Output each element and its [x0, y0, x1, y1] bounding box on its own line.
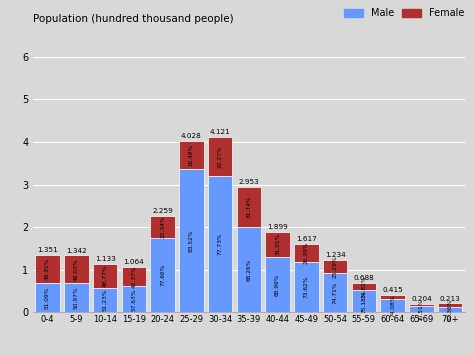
Bar — [93, 288, 117, 312]
Text: 26.39%: 26.39% — [304, 241, 309, 264]
Bar — [381, 295, 405, 299]
Text: 68.99%: 68.99% — [275, 273, 280, 296]
Text: 68.26%: 68.26% — [246, 258, 251, 281]
Text: 70.51%: 70.51% — [419, 298, 424, 321]
Text: 31.01%: 31.01% — [275, 233, 280, 255]
Bar — [409, 304, 434, 306]
Text: 51.09%: 51.09% — [45, 286, 50, 309]
Bar — [179, 169, 203, 312]
Text: 22.34%: 22.34% — [160, 215, 165, 238]
Text: 4.028: 4.028 — [181, 133, 202, 139]
Bar — [294, 262, 319, 312]
Text: 77.73%: 77.73% — [218, 233, 223, 256]
Bar — [294, 244, 319, 262]
Text: 73.62%: 73.62% — [304, 276, 309, 298]
Legend: Male, Female: Male, Female — [344, 9, 465, 18]
Bar — [352, 290, 376, 312]
Text: 0.213: 0.213 — [440, 296, 461, 302]
Bar — [438, 303, 462, 307]
Text: 48.91%: 48.91% — [45, 258, 50, 280]
Bar — [93, 264, 117, 288]
Text: 83.52%: 83.52% — [189, 229, 194, 252]
Bar — [208, 176, 232, 312]
Bar — [150, 237, 175, 312]
Bar — [208, 137, 232, 176]
Text: 62.36%: 62.36% — [447, 299, 453, 321]
Text: 25.29%: 25.29% — [333, 255, 337, 278]
Text: Population (hundred thousand people): Population (hundred thousand people) — [33, 14, 234, 24]
Bar — [237, 187, 261, 226]
Bar — [179, 141, 203, 169]
Text: 1.133: 1.133 — [95, 256, 116, 262]
Bar — [64, 255, 89, 283]
Bar — [36, 255, 60, 283]
Text: 74.71%: 74.71% — [333, 282, 337, 304]
Text: 48.77%: 48.77% — [102, 264, 108, 287]
Bar — [150, 216, 175, 237]
Text: 4.121: 4.121 — [210, 129, 230, 135]
Bar — [323, 273, 347, 312]
Bar — [265, 231, 290, 257]
Text: 31.74%: 31.74% — [246, 195, 251, 218]
Text: 16.48%: 16.48% — [189, 144, 194, 166]
Bar — [237, 226, 261, 312]
Text: 0.204: 0.204 — [411, 296, 432, 302]
Text: 51.23%: 51.23% — [102, 289, 108, 311]
Bar — [36, 283, 60, 312]
Text: 1.234: 1.234 — [325, 252, 346, 258]
Bar — [381, 299, 405, 312]
Text: 2.259: 2.259 — [152, 208, 173, 214]
Text: 77.66%: 77.66% — [160, 264, 165, 286]
Bar — [409, 306, 434, 312]
Text: 57.63%: 57.63% — [131, 288, 137, 311]
Bar — [122, 286, 146, 312]
Bar — [265, 257, 290, 312]
Bar — [352, 283, 376, 290]
Text: 1.617: 1.617 — [296, 236, 317, 242]
Text: 2.953: 2.953 — [238, 179, 259, 185]
Text: 50.97%: 50.97% — [74, 286, 79, 309]
Bar — [122, 267, 146, 286]
Text: 1.342: 1.342 — [66, 247, 87, 253]
Text: 24.82%: 24.82% — [361, 275, 366, 298]
Bar — [323, 260, 347, 273]
Text: 22.27%: 22.27% — [218, 145, 223, 168]
Text: 1.351: 1.351 — [37, 247, 58, 253]
Text: 74.08%: 74.08% — [390, 295, 395, 317]
Bar — [438, 307, 462, 312]
Text: 42.37%: 42.37% — [131, 266, 137, 288]
Bar — [64, 283, 89, 312]
Text: 49.03%: 49.03% — [74, 258, 79, 280]
Text: 0.415: 0.415 — [382, 287, 403, 293]
Text: 1.064: 1.064 — [123, 260, 144, 266]
Text: 75.18%: 75.18% — [361, 290, 366, 313]
Text: 0.688: 0.688 — [354, 275, 374, 282]
Text: 1.899: 1.899 — [267, 224, 288, 230]
